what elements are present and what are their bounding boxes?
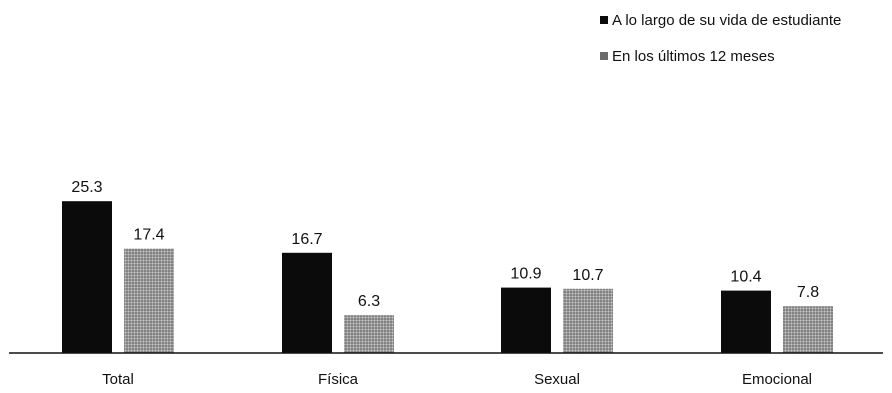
value-label-sexual-lifetime: 10.9 bbox=[510, 266, 541, 283]
value-label-emocional-last-12-months: 7.8 bbox=[797, 284, 819, 301]
category-label-fisica: Física bbox=[318, 371, 359, 388]
bar-emocional-lifetime bbox=[721, 290, 771, 353]
bar-fisica-last-12-months bbox=[344, 315, 394, 353]
bar-sexual-lifetime bbox=[501, 287, 551, 353]
category-labels-layer: Total Física Sexual Emocional bbox=[102, 371, 812, 388]
value-labels-layer: 25.3 17.4 16.7 6.3 10.9 10.7 10.4 7.8 bbox=[71, 179, 819, 310]
legend-swatch-lifetime bbox=[600, 16, 608, 24]
category-label-total: Total bbox=[102, 371, 134, 388]
bar-sexual-last-12-months bbox=[563, 288, 613, 353]
bar-emocional-last-12-months bbox=[783, 306, 833, 353]
value-label-fisica-lifetime: 16.7 bbox=[291, 231, 322, 248]
value-label-emocional-lifetime: 10.4 bbox=[730, 269, 761, 286]
bar-fisica-lifetime bbox=[282, 252, 332, 353]
legend-label-last-12-months: En los últimos 12 meses bbox=[612, 47, 775, 65]
value-label-total-last-12-months: 17.4 bbox=[133, 227, 164, 244]
legend-item-lifetime: A lo largo de su vida de estudiante bbox=[600, 10, 841, 30]
value-label-sexual-last-12-months: 10.7 bbox=[572, 267, 603, 284]
legend-swatch-last-12-months bbox=[600, 52, 608, 60]
legend: A lo largo de su vida de estudiante En l… bbox=[600, 10, 841, 82]
bar-total-lifetime bbox=[62, 201, 112, 353]
bars-layer bbox=[62, 201, 833, 353]
category-label-emocional: Emocional bbox=[742, 371, 812, 388]
value-label-fisica-last-12-months: 6.3 bbox=[358, 293, 380, 310]
legend-item-last-12-months: En los últimos 12 meses bbox=[600, 46, 841, 66]
legend-label-lifetime: A lo largo de su vida de estudiante bbox=[612, 11, 842, 29]
category-label-sexual: Sexual bbox=[534, 371, 580, 388]
value-label-total-lifetime: 25.3 bbox=[71, 179, 102, 196]
bar-total-last-12-months bbox=[124, 248, 174, 353]
